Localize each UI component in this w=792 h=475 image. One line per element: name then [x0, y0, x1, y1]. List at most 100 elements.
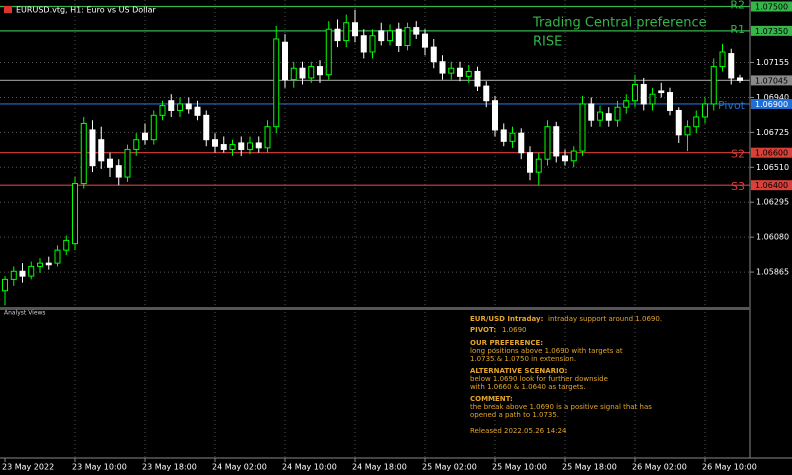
panel-title: Analyst Views: [4, 310, 46, 317]
candle-body: [343, 22, 350, 42]
y-tick-label: 1.06080: [756, 233, 789, 242]
candle-body: [115, 165, 122, 178]
x-tick-label: 26 May 02:00: [632, 463, 687, 472]
x-tick-label: 25 May 10:00: [492, 463, 547, 472]
candle-body: [667, 92, 673, 111]
candle-body: [535, 158, 542, 173]
x-tick-label: 23 May 10:00: [72, 463, 127, 472]
candle-body: [710, 66, 717, 105]
candle-body: [317, 66, 323, 76]
candle-body: [544, 126, 551, 160]
x-tick-label: 23 May 18:00: [142, 463, 197, 472]
panel-text: opened a path to 1.0735.: [470, 411, 559, 419]
x-tick-label: 25 May 18:00: [562, 463, 617, 472]
candle-body: [413, 27, 420, 35]
y-tick-label: 1.07155: [756, 58, 789, 67]
candle-body: [334, 28, 341, 42]
annotation: RISE: [533, 35, 562, 50]
candle-body: [308, 66, 315, 79]
candle-body: [238, 142, 245, 150]
candle-body: [299, 67, 306, 79]
candle-body: [597, 111, 603, 121]
candle-body: [54, 249, 61, 264]
candle-body: [509, 132, 516, 142]
candle-body: [37, 262, 43, 267]
candle-body: [562, 155, 568, 162]
x-tick-label: 26 May 10:00: [702, 463, 757, 472]
candle-body: [142, 132, 148, 141]
candle-body: [570, 150, 577, 162]
candle-body: [719, 51, 726, 68]
panel-text: the break above 1.0690 is a positive sig…: [470, 403, 652, 411]
candle-body: [352, 22, 358, 37]
candle-body: [10, 270, 17, 280]
candle-body: [553, 126, 560, 157]
panel-text: long positions above 1.0690 with targets…: [470, 347, 623, 355]
candle-body: [395, 28, 402, 46]
candle-body: [45, 262, 52, 266]
candles-layer: [2, 9, 743, 306]
price-label: 1.06400: [755, 181, 788, 190]
candle-body: [465, 70, 472, 77]
candle-body: [430, 46, 437, 63]
price-label-box: [751, 180, 792, 191]
candle-body: [247, 142, 253, 150]
panel-label: EUR/USD Intraday:: [470, 315, 544, 323]
panel-label: PIVOT:: [470, 326, 496, 334]
level-name: R2: [730, 0, 745, 11]
pane-separator: [0, 307, 750, 310]
candle-body: [80, 122, 87, 185]
panel-text: below 1.0690 look for further downside: [470, 375, 608, 383]
candle-body: [737, 77, 743, 81]
candle-body: [203, 114, 210, 141]
candle-body: [448, 67, 455, 74]
candle-body: [369, 35, 376, 53]
candle-body: [605, 113, 612, 121]
candle-body: [728, 53, 735, 79]
candle-body: [500, 129, 507, 142]
annotation: Trading Central preference: [532, 16, 707, 31]
price-label-box: [751, 1, 792, 12]
chart-header: EURUSD.vtg, H1: Euro vs US Dollar: [16, 6, 156, 15]
candle-body: [124, 148, 131, 178]
candle-body: [649, 93, 656, 105]
x-tick-label: 25 May 02:00: [422, 463, 477, 472]
candle-body: [107, 158, 113, 168]
x-tick-label: 23 May 2022: [2, 463, 54, 472]
candle-body: [623, 100, 630, 108]
candle-body: [255, 142, 262, 149]
candle-body: [518, 132, 525, 154]
candle-body: [378, 30, 385, 42]
price-label: 1.07045: [755, 76, 788, 85]
candle-body: [492, 100, 498, 131]
candle-body: [290, 67, 297, 81]
panel-heading: COMMENT:: [470, 395, 513, 403]
level-name: S2: [731, 148, 745, 161]
level-name: S3: [731, 180, 745, 193]
y-tick-label: 1.06295: [756, 198, 789, 207]
candle-body: [229, 144, 236, 150]
x-tick-label: 24 May 02:00: [212, 463, 267, 472]
candle-body: [640, 83, 647, 105]
candle-body: [527, 152, 533, 173]
candle-body: [212, 139, 218, 147]
candle-body: [404, 27, 411, 46]
panel-text: 1.0735 & 1.0750 in extension.: [470, 355, 576, 363]
x-tick-label: 24 May 10:00: [282, 463, 337, 472]
level-name: R1: [730, 23, 745, 36]
candle-body: [387, 30, 393, 42]
candle-body: [2, 278, 8, 292]
price-label-box: [751, 25, 792, 36]
price-label-box: [751, 75, 792, 86]
candle-body: [133, 139, 140, 150]
candle-body: [72, 183, 78, 245]
candle-body: [28, 265, 35, 277]
candle-body: [684, 126, 691, 136]
candle-body: [360, 35, 367, 53]
candle-body: [194, 106, 201, 116]
candle-body: [159, 105, 166, 116]
candle-body: [614, 106, 621, 121]
symbol-icon: [4, 6, 12, 13]
